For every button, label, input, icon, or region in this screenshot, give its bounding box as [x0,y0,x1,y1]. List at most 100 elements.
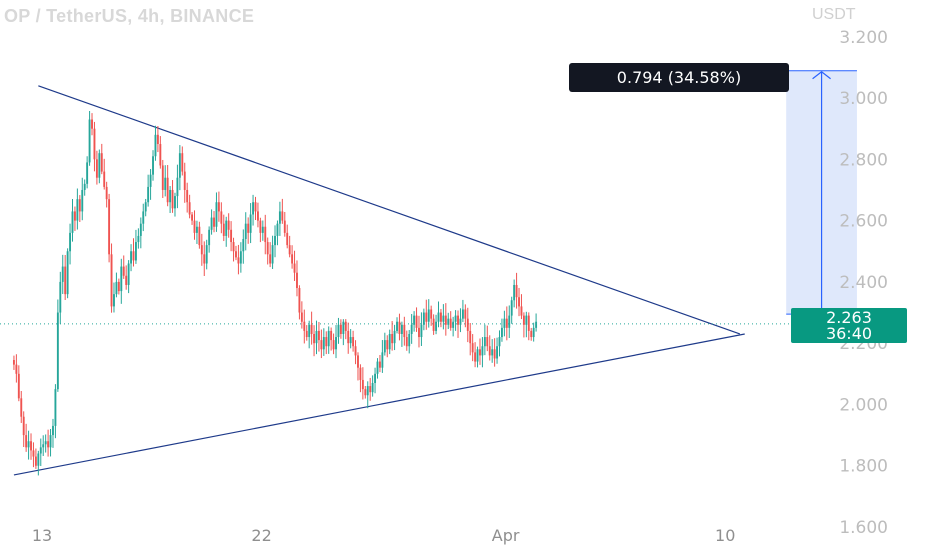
candle-body [261,226,264,233]
candle [181,146,184,176]
candle-body [481,346,484,356]
candle-body [147,186,150,203]
candle [296,260,298,297]
candle-body [127,263,130,285]
time-tick-label: Apr [492,526,520,545]
candle-body [191,214,194,221]
candle-body [530,330,533,338]
candle [479,338,481,365]
candle [376,358,379,379]
candle-body [300,312,303,322]
candle [30,433,32,460]
price-axis[interactable]: 1.6001.8002.0002.2002.4002.6002.8003.000… [839,28,888,538]
candle-body [364,389,367,396]
candle-body [115,281,118,295]
candle [425,299,428,330]
candle-body [422,312,425,325]
candle [498,330,501,357]
candle [522,312,525,338]
price-tick-label: 2.000 [839,395,888,415]
candle [269,242,272,268]
candle-body [347,330,350,344]
candle [76,188,79,230]
time-axis[interactable]: 13 22 Apr 10 [32,526,736,545]
candle [491,339,494,363]
candle [239,242,242,273]
measure-tool[interactable] [786,70,857,315]
candle-body [274,235,276,246]
candle-body [249,214,252,233]
candle-body [66,251,69,295]
candle-body [208,229,211,246]
candle-body [195,226,198,233]
candle [325,331,328,355]
candle [442,304,445,330]
candle [344,319,347,340]
candle [193,210,196,240]
candle-body [474,352,477,362]
candle-body [193,220,196,233]
candle [474,342,477,368]
candle [366,381,369,409]
candle-body [22,416,25,436]
candle [515,272,518,309]
candle-body [488,346,491,356]
candle [15,354,18,383]
candle-body [269,254,272,264]
candle-body [425,312,428,322]
candle [449,311,452,331]
candle [242,229,245,264]
candle [293,250,296,281]
candle [93,121,96,172]
candle [222,214,225,242]
candle [59,271,62,324]
candle-body [98,153,101,178]
candle [227,213,230,238]
candle-body [54,389,57,426]
candle-body [56,312,59,390]
candle [332,333,335,355]
candle-body [381,352,384,368]
candle-body [396,321,398,331]
candle [49,428,52,457]
candle [98,149,101,184]
candle [88,111,91,166]
candle [298,285,301,320]
candle [527,312,530,341]
candle-body [464,309,467,319]
candle-body [137,235,140,243]
candle-body [325,337,328,347]
candle-body [415,315,418,328]
candle-body [83,183,86,190]
candle [12,355,15,370]
candle [437,301,440,328]
candle-body [12,360,15,365]
candle-body [352,337,355,347]
candle [120,258,123,304]
candle [130,244,133,272]
candle [291,245,294,269]
candle-body [349,337,352,344]
candle [444,303,447,336]
candle [357,352,359,381]
measure-arrow-head [812,71,831,80]
candle [422,308,425,331]
candle-body [225,220,228,236]
price-tick-label: 3.200 [839,28,888,48]
candle-body [120,266,123,292]
candle-body [142,211,145,224]
candle [508,305,511,338]
candle-body [388,333,391,350]
candle-body [186,189,189,203]
candle-body [152,156,154,175]
candle-body [342,321,345,334]
candle-body [30,441,32,451]
candle [466,307,469,343]
price-tick-label: 2.600 [839,212,888,232]
candle-body [400,324,403,334]
candle-body [166,177,169,203]
candle-body [174,196,176,209]
candle-body [61,266,64,282]
candle [256,202,259,228]
